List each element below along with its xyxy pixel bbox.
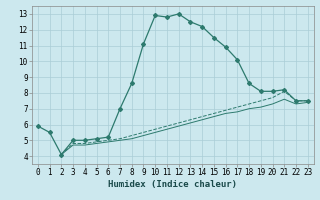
X-axis label: Humidex (Indice chaleur): Humidex (Indice chaleur) <box>108 180 237 189</box>
